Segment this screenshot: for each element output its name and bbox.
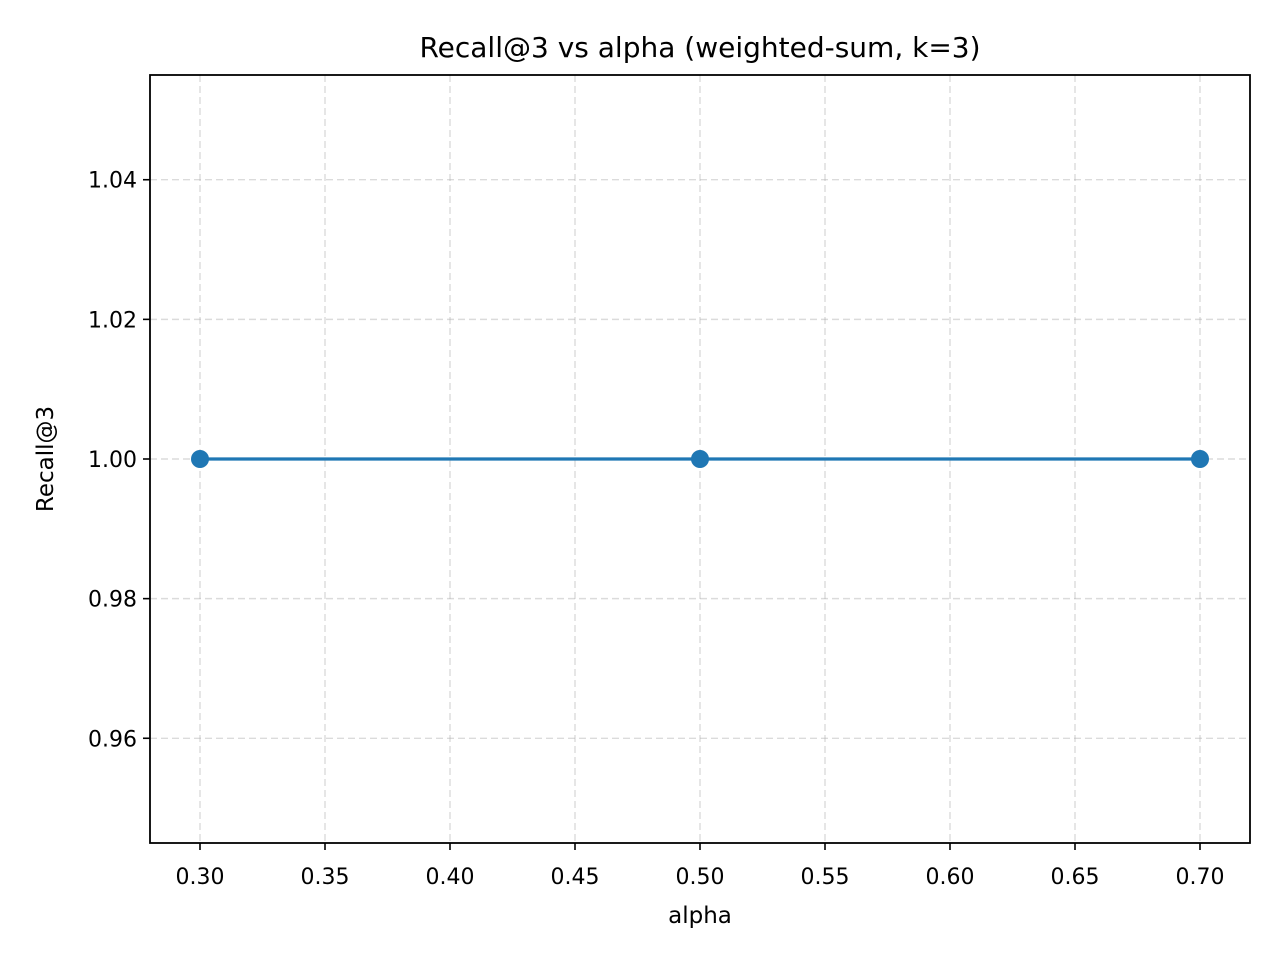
x-tick-label: 0.65 — [1051, 865, 1100, 890]
chart-title: Recall@3 vs alpha (weighted-sum, k=3) — [419, 31, 980, 64]
y-axis-label: Recall@3 — [33, 406, 59, 512]
y-tick-label: 1.00 — [88, 448, 137, 473]
series-layer — [191, 450, 1209, 468]
x-axis-label: alpha — [668, 903, 732, 929]
grid — [150, 75, 1250, 843]
y-tick-label: 1.02 — [88, 308, 137, 333]
x-tick-label: 0.60 — [926, 865, 975, 890]
ticks: 0.30 0.35 0.40 0.45 0.50 0.55 0.60 0.65 0.70 0.96… — [88, 169, 1224, 890]
y-tick-label: 1.04 — [88, 169, 137, 194]
x-tick-label: 0.70 — [1176, 865, 1225, 890]
x-tick-label: 0.40 — [426, 865, 475, 890]
x-tick-label: 0.50 — [676, 865, 725, 890]
data-point — [1191, 450, 1209, 468]
y-tick-label: 0.98 — [88, 588, 137, 613]
x-tick-label: 0.45 — [551, 865, 600, 890]
x-tick-label: 0.35 — [301, 865, 350, 890]
data-point — [691, 450, 709, 468]
y-tick-label: 0.96 — [88, 727, 137, 752]
x-tick-label: 0.30 — [176, 865, 225, 890]
x-tick-label: 0.55 — [801, 865, 850, 890]
data-point — [191, 450, 209, 468]
